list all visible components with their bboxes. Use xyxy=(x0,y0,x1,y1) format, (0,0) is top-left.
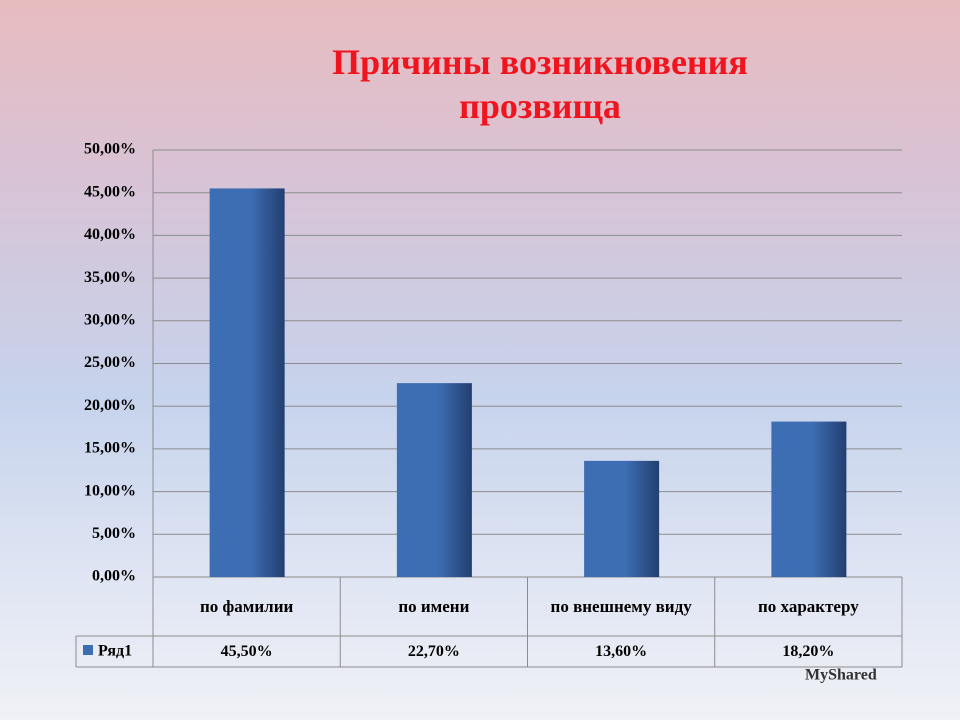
bar xyxy=(209,188,285,577)
x-tick-label-box: по внешнему виду xyxy=(550,596,692,616)
y-tick-label: 20,00% xyxy=(84,397,136,414)
x-tick-label-box: по имени xyxy=(398,596,470,616)
x-tick-label: по фамилии xyxy=(199,596,294,616)
x-tick-label: по имени xyxy=(398,596,470,616)
bar xyxy=(771,421,847,577)
value-label: 22,70% xyxy=(408,643,460,660)
y-tick-label: 50,00% xyxy=(84,141,136,158)
chart-title: Причины возникновения прозвища xyxy=(332,42,748,126)
x-tick-label: по внешнему виду xyxy=(550,596,692,616)
y-tick-label: 35,00% xyxy=(84,269,136,286)
y-tick-label: 10,00% xyxy=(84,482,136,499)
value-label: 45,50% xyxy=(221,643,273,660)
value-label: 13,60% xyxy=(595,643,647,660)
value-label: 18,20% xyxy=(782,643,834,660)
x-tick-label: по характеру xyxy=(758,596,859,616)
watermark: MyShared xyxy=(805,667,877,684)
y-tick-label: 15,00% xyxy=(84,440,136,457)
y-tick-label: 45,00% xyxy=(84,183,136,200)
y-tick-label: 40,00% xyxy=(84,226,136,243)
y-tick-label: 0,00% xyxy=(92,568,136,585)
y-tick-label: 30,00% xyxy=(84,311,136,328)
x-tick-label-box: по характеру xyxy=(758,596,859,616)
y-tick-label: 5,00% xyxy=(92,525,136,542)
bar xyxy=(584,460,660,577)
legend-key xyxy=(83,645,93,655)
x-tick-label-box: по фамилии xyxy=(199,596,294,616)
bar xyxy=(396,383,472,577)
legend-label: Ряд1 xyxy=(98,643,132,660)
y-tick-label: 25,00% xyxy=(84,354,136,371)
